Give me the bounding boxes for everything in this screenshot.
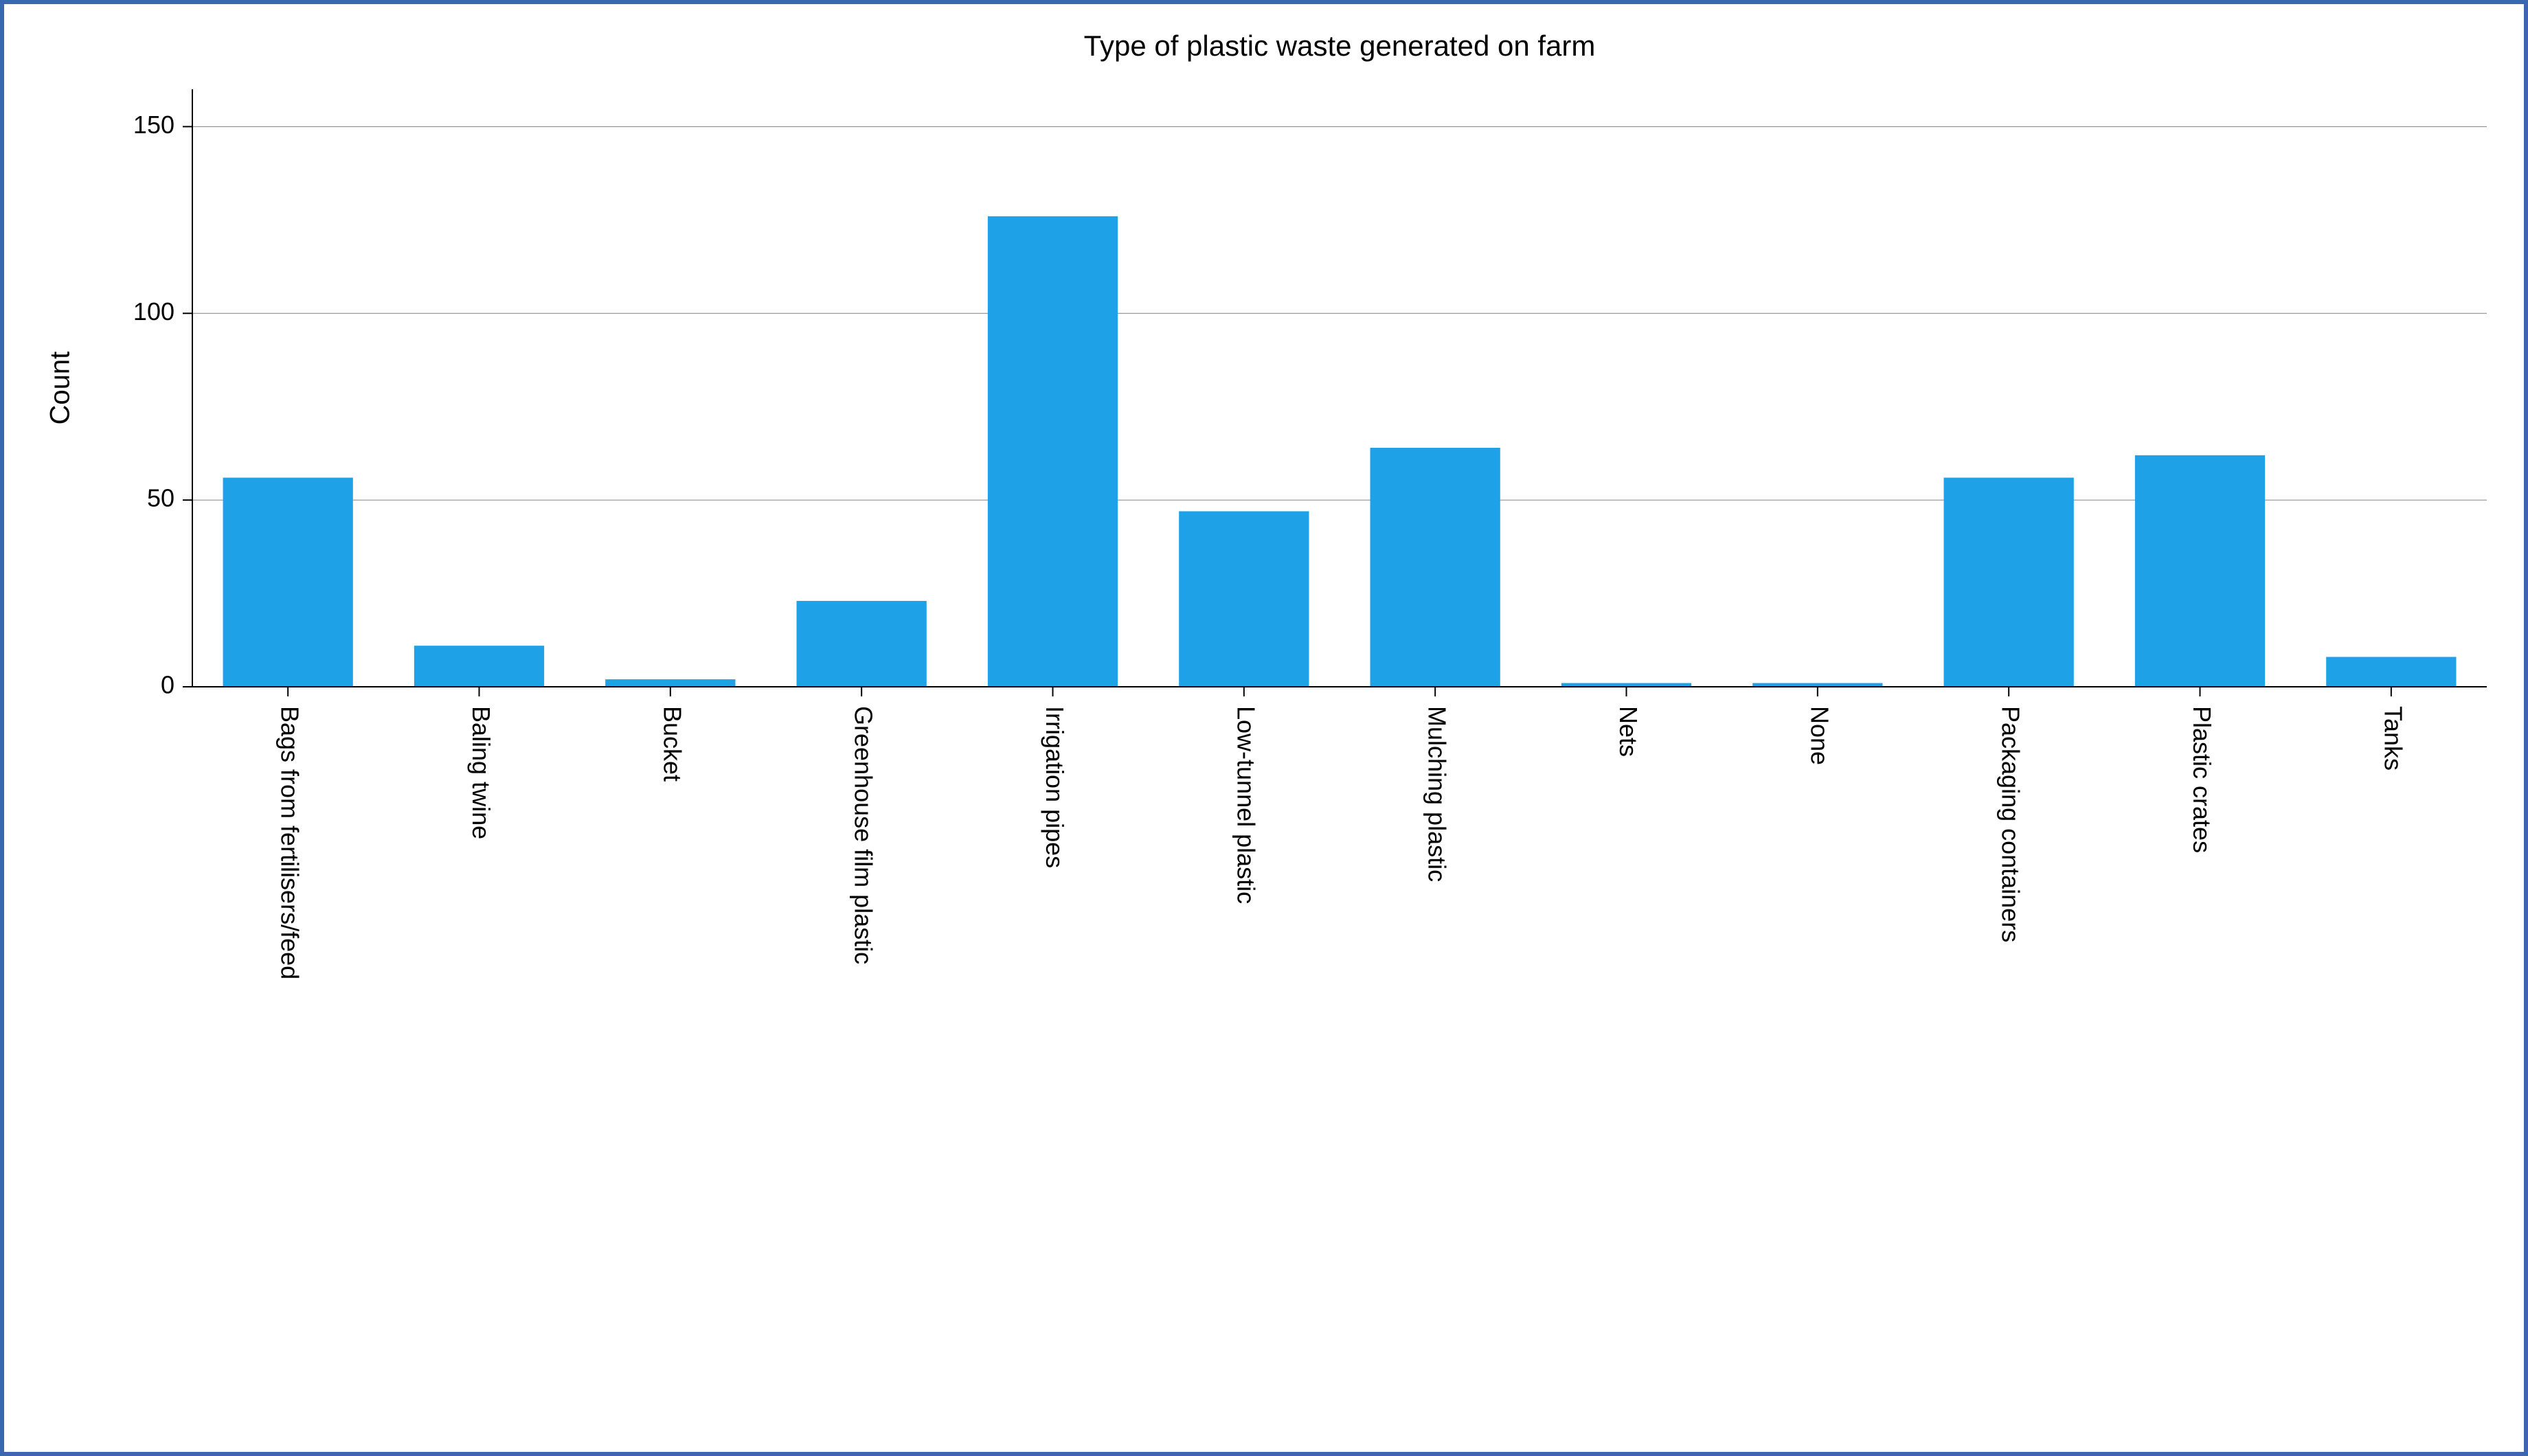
bar <box>414 646 544 687</box>
xtick-label: Mulching plastic <box>1423 706 1452 882</box>
xtick-label: Low-tunnel plastic <box>1232 706 1260 904</box>
xtick-label: Nets <box>1614 706 1643 757</box>
bar <box>2135 455 2265 687</box>
ytick-label: 0 <box>161 671 174 699</box>
bar <box>1179 511 1309 687</box>
bar <box>605 679 735 687</box>
xtick-label: Bucket <box>658 706 686 782</box>
ytick-label: 100 <box>133 297 174 326</box>
bar <box>223 478 353 687</box>
bar <box>988 216 1118 687</box>
chart-title: Type of plastic waste generated on farm <box>1084 30 1596 62</box>
xtick-label: Baling twine <box>467 706 495 839</box>
xtick-label: Irrigation pipes <box>1041 706 1069 868</box>
bar <box>1944 478 2074 687</box>
bar <box>1370 448 1500 687</box>
xtick-label: Plastic crates <box>2188 706 2216 853</box>
xtick-label: None <box>1805 706 1833 765</box>
bar <box>2326 657 2456 687</box>
chart-frame: Type of plastic waste generated on farm 0… <box>0 0 2528 1456</box>
ytick-label: 150 <box>133 111 174 139</box>
chart-svg: Type of plastic waste generated on farm 0… <box>4 4 2524 1452</box>
ytick-label: 50 <box>147 484 174 512</box>
xtick-label: Tanks <box>2379 706 2407 771</box>
y-axis-label: Count <box>45 352 76 425</box>
xtick-label: Bags from fertilisers/feed <box>276 706 304 979</box>
xtick-label: Packaging containers <box>1997 706 2025 942</box>
xtick-label: Greenhouse film plastic <box>850 706 878 964</box>
bar <box>797 601 927 687</box>
